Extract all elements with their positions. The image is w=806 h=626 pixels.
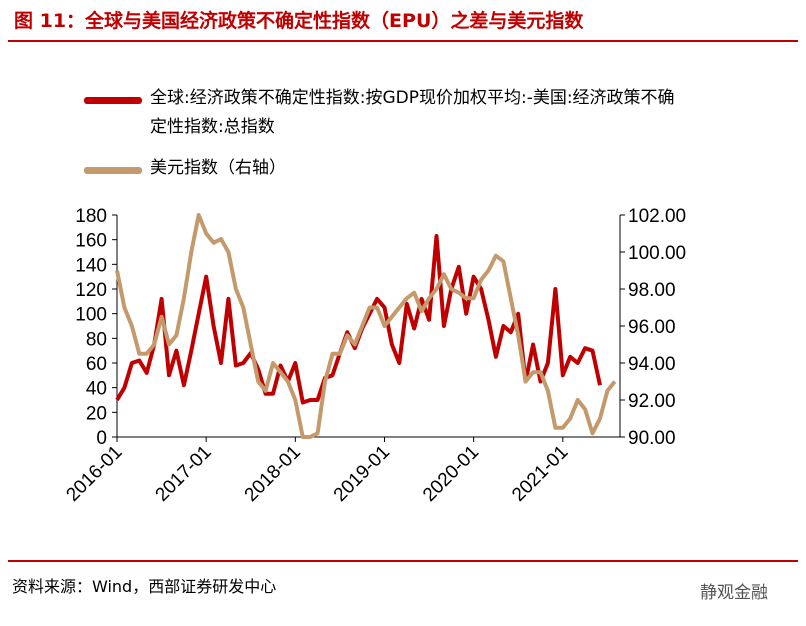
legend-swatch [84, 167, 142, 174]
y-tick-label: 120 [75, 280, 107, 301]
y-tick-label: 20 [86, 403, 107, 424]
series-line [115, 213, 617, 439]
y-tick-label: 100 [75, 305, 107, 326]
y-tick-label: 60 [86, 354, 107, 375]
y2-tick-label: 102.00 [628, 206, 686, 227]
x-tick-label: 2016-01 [62, 442, 126, 506]
source-rule [8, 560, 798, 562]
y2-tick-label: 100.00 [628, 243, 686, 264]
x-tick-label: 2020-01 [419, 442, 483, 506]
x-tick-label: 2019-01 [330, 442, 394, 506]
y-tick-label: 40 [86, 379, 107, 400]
x-tick-label: 2021-01 [508, 442, 572, 506]
y2-tick-label: 94.00 [628, 354, 676, 375]
x-tick-label: 2017-01 [152, 442, 216, 506]
y-tick-label: 180 [75, 206, 107, 227]
legend-label: 全球:经济政策不确定性指数:按GDP现价加权平均:-美国:经济政策不确定性指数:… [150, 88, 675, 137]
y-tick-label: 140 [75, 255, 107, 276]
legend-swatch [84, 97, 142, 104]
watermark: 静观金融 [700, 583, 768, 603]
x-tick-label: 2018-01 [241, 442, 305, 506]
y2-tick-label: 92.00 [628, 391, 676, 412]
y-tick-label: 80 [86, 329, 107, 350]
y2-tick-label: 96.00 [628, 317, 676, 338]
legend-label: 美元指数（右轴） [150, 158, 286, 178]
y-tick-label: 0 [96, 428, 107, 449]
title-rule [8, 40, 798, 42]
chart-title: 图 11：全球与美国经济政策不确定性指数（EPU）之差与美元指数 [14, 10, 584, 32]
y2-tick-label: 98.00 [628, 280, 676, 301]
y-tick-label: 160 [75, 231, 107, 252]
source: 资料来源：Wind，西部证券研发中心 [12, 577, 277, 596]
y2-tick-label: 90.00 [628, 428, 676, 449]
